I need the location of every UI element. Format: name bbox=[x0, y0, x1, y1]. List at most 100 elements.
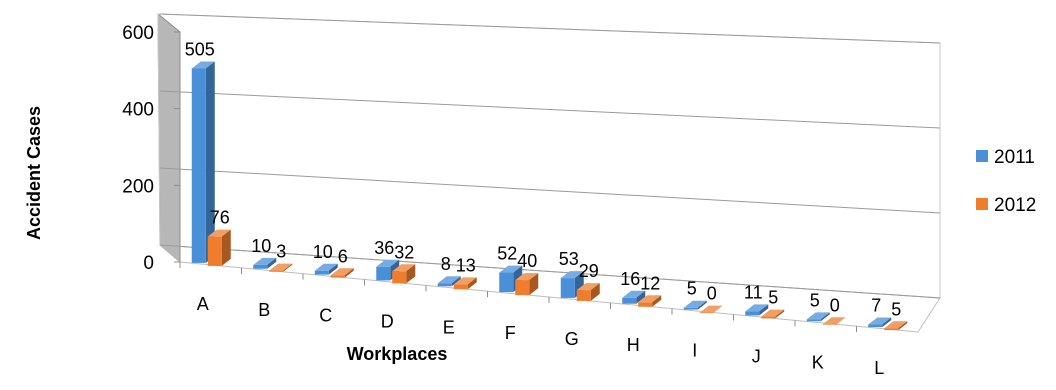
bar-side bbox=[590, 283, 600, 301]
bar-front bbox=[699, 312, 714, 314]
bar-top bbox=[453, 277, 477, 285]
legend-label-2011: 2011 bbox=[994, 147, 1035, 168]
x-tick-L: L bbox=[874, 358, 884, 378]
bar-top bbox=[884, 321, 908, 329]
data-label-A-2011: 505 bbox=[185, 39, 215, 59]
legend-label-2012: 2012 bbox=[994, 195, 1036, 216]
bar-top bbox=[560, 271, 584, 279]
data-label-G-2012: 29 bbox=[579, 261, 599, 281]
bar-I-2012 bbox=[699, 305, 723, 314]
bar-H-2012 bbox=[638, 295, 662, 307]
data-label-L-2011: 7 bbox=[871, 296, 881, 316]
bar-B-2012 bbox=[269, 263, 293, 272]
x-tick-E: E bbox=[443, 317, 455, 337]
bar-front bbox=[437, 283, 452, 287]
bar-side bbox=[467, 277, 477, 290]
bar-side bbox=[759, 304, 769, 316]
bar-front bbox=[761, 316, 776, 319]
x-tick-A: A bbox=[197, 294, 209, 314]
bar-top bbox=[699, 305, 723, 313]
bar-side bbox=[451, 276, 461, 287]
data-label-A-2012: 76 bbox=[210, 208, 230, 228]
bar-E-2012 bbox=[453, 277, 477, 290]
bar-front bbox=[745, 311, 760, 316]
x-tick-B: B bbox=[258, 300, 270, 320]
legend: 2011 2012 bbox=[976, 147, 1036, 216]
x-axis-title: Workplaces bbox=[347, 344, 448, 364]
x-tick-K: K bbox=[812, 352, 824, 372]
bar-front bbox=[392, 271, 407, 284]
bar-side bbox=[636, 290, 646, 304]
bar-side bbox=[205, 61, 215, 263]
bar-C-2012 bbox=[330, 268, 354, 278]
bar-side bbox=[221, 229, 231, 266]
bar-front bbox=[683, 307, 698, 310]
side-wall bbox=[157, 12, 181, 264]
data-label-C-2012: 6 bbox=[338, 246, 348, 266]
bar-A-2012 bbox=[207, 229, 231, 266]
bar-J-2011 bbox=[745, 304, 769, 316]
bar-top bbox=[330, 268, 354, 276]
bar-front bbox=[376, 266, 391, 281]
gridline bbox=[159, 13, 941, 44]
bar-D-2012 bbox=[392, 264, 416, 284]
data-label-H-2011: 16 bbox=[620, 269, 640, 289]
bar-front bbox=[560, 278, 575, 298]
data-label-D-2012: 32 bbox=[394, 242, 414, 262]
y-axis-title: Accident Cases bbox=[24, 106, 44, 240]
data-label-I-2011: 5 bbox=[687, 279, 697, 299]
bar-front bbox=[191, 68, 206, 263]
bar-side bbox=[344, 268, 354, 278]
data-label-E-2011: 8 bbox=[441, 254, 451, 274]
bar-side bbox=[283, 263, 293, 272]
bar-side bbox=[328, 263, 338, 275]
bar-front bbox=[622, 297, 637, 304]
data-label-B-2011: 10 bbox=[251, 236, 271, 256]
bar-A-2011 bbox=[191, 61, 215, 263]
x-tick-F: F bbox=[505, 323, 516, 343]
bar-top bbox=[745, 304, 769, 312]
bar-side bbox=[697, 300, 707, 310]
bar-top bbox=[376, 259, 400, 267]
bar-F-2012 bbox=[515, 273, 539, 296]
bar-front bbox=[806, 319, 821, 322]
data-label-D-2011: 36 bbox=[374, 238, 394, 258]
bar-K-2011 bbox=[806, 312, 830, 322]
y-tick-label: 0 bbox=[143, 253, 154, 274]
bar-H-2011 bbox=[622, 290, 646, 304]
chart-walls bbox=[157, 12, 941, 333]
legend-swatch-2011 bbox=[976, 150, 988, 162]
y-tick-label: 400 bbox=[122, 100, 154, 121]
bar-front bbox=[269, 270, 284, 272]
x-axis-ticks: A B C D E F G H I J K L bbox=[179, 262, 884, 378]
bar-top bbox=[207, 229, 231, 237]
bar-side bbox=[898, 321, 908, 331]
bar-side bbox=[406, 264, 416, 284]
data-label-E-2012: 13 bbox=[456, 255, 476, 275]
bar-J-2012 bbox=[761, 309, 785, 319]
legend-swatch-2012 bbox=[976, 198, 988, 210]
bar-front bbox=[868, 324, 883, 328]
bar-K-2012 bbox=[822, 317, 846, 325]
bar-side bbox=[882, 317, 892, 328]
bar-side bbox=[267, 257, 277, 269]
data-label-L-2012: 5 bbox=[891, 299, 901, 319]
bar-front bbox=[453, 284, 468, 290]
bar-L-2012 bbox=[884, 321, 908, 331]
bar-top bbox=[761, 309, 785, 317]
bar-G-2012 bbox=[576, 283, 600, 301]
bar-front bbox=[822, 324, 837, 325]
x-tick-H: H bbox=[627, 335, 640, 355]
bar-E-2011 bbox=[437, 276, 461, 287]
bars bbox=[191, 61, 908, 331]
data-label-H-2012: 12 bbox=[640, 273, 660, 293]
gridline bbox=[159, 244, 941, 299]
bar-front bbox=[499, 272, 514, 293]
bar-side bbox=[652, 295, 662, 307]
y-tick-label: 600 bbox=[122, 23, 154, 44]
gridline bbox=[159, 167, 941, 214]
bar-top bbox=[806, 312, 830, 320]
data-label-C-2011: 10 bbox=[313, 242, 333, 262]
legend-item-2011: 2011 bbox=[976, 147, 1035, 168]
x-tick-D: D bbox=[381, 312, 394, 332]
